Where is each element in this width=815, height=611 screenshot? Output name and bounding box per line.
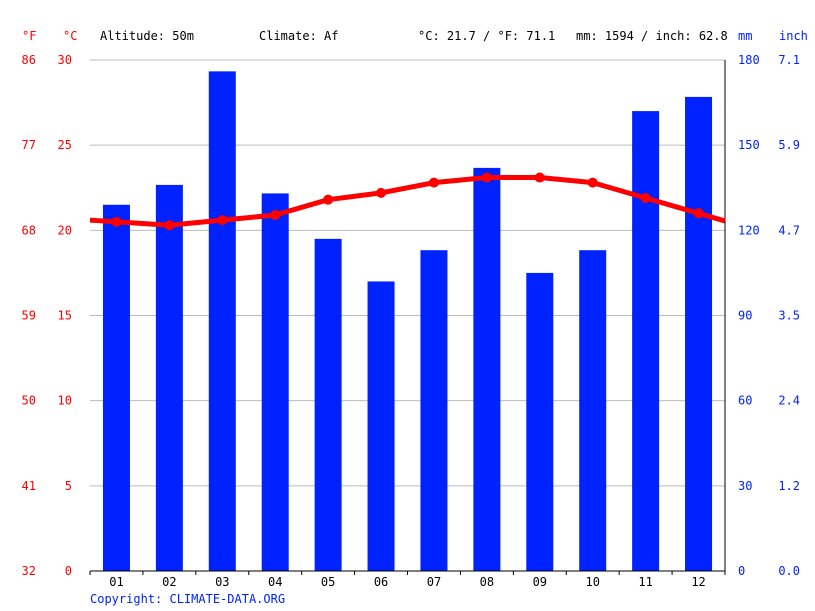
x-tick-label: 11 (638, 575, 652, 589)
y-tick-mm: 180 (738, 53, 760, 67)
temperature-point (693, 208, 704, 219)
celsius-unit-label: °C (63, 29, 77, 43)
x-tick-label: 02 (162, 575, 176, 589)
y-tick-celsius: 20 (58, 223, 72, 237)
precipitation-bar (579, 250, 607, 571)
climate-label: Climate: Af (259, 29, 338, 43)
x-tick-label: 08 (480, 575, 494, 589)
copyright-text: Copyright: CLIMATE-DATA.ORG (90, 592, 285, 606)
x-tick-label: 03 (215, 575, 229, 589)
y-tick-mm: 60 (738, 394, 752, 408)
precipitation-bar (526, 272, 554, 571)
precipitation-bar (261, 193, 289, 571)
y-tick-fahrenheit: 50 (22, 394, 36, 408)
y-tick-inch: 4.7 (778, 223, 800, 237)
precipitation-bar (208, 71, 236, 571)
y-tick-inch: 1.2 (778, 479, 800, 493)
precipitation-bar (685, 96, 713, 572)
y-tick-fahrenheit: 59 (22, 309, 36, 323)
precipitation-summary: mm: 1594 / inch: 62.8 (576, 29, 728, 43)
inch-unit-label: inch (779, 29, 808, 43)
precipitation-bar (367, 281, 395, 571)
x-tick-label: 04 (268, 575, 282, 589)
temperature-point (164, 220, 175, 231)
y-tick-mm: 120 (738, 223, 760, 237)
y-tick-inch: 3.5 (778, 309, 800, 323)
y-tick-fahrenheit: 68 (22, 223, 36, 237)
temperature-point (534, 172, 545, 183)
mm-unit-label: mm (738, 29, 752, 43)
x-tick-label: 06 (374, 575, 388, 589)
temperature-point (376, 187, 387, 198)
temperature-point (428, 177, 439, 188)
y-tick-celsius: 30 (58, 53, 72, 67)
x-tick-label: 12 (691, 575, 705, 589)
temperature-point (587, 177, 598, 188)
y-tick-inch: 5.9 (778, 138, 800, 152)
precipitation-bar (420, 250, 448, 571)
temperature-line (89, 172, 726, 231)
temperature-summary: °C: 21.7 / °F: 71.1 (418, 29, 555, 43)
x-tick-label: 07 (427, 575, 441, 589)
y-tick-celsius: 25 (58, 138, 72, 152)
x-tick-label: 05 (321, 575, 335, 589)
temperature-line-path (89, 175, 726, 228)
x-tick-label: 10 (585, 575, 599, 589)
x-tick-label: 09 (533, 575, 547, 589)
precipitation-bar (155, 184, 183, 571)
y-tick-mm: 0 (738, 564, 745, 578)
y-tick-inch: 7.1 (778, 53, 800, 67)
precipitation-bar (102, 204, 130, 572)
y-tick-inch: 2.4 (778, 394, 800, 408)
y-tick-mm: 30 (738, 479, 752, 493)
y-tick-fahrenheit: 77 (22, 138, 36, 152)
precipitation-bar (632, 111, 660, 571)
precipitation-bar (314, 238, 342, 571)
y-tick-mm: 150 (738, 138, 760, 152)
altitude-label: Altitude: 50m (100, 29, 194, 43)
x-tick-label: 01 (109, 575, 123, 589)
temperature-point (111, 216, 122, 227)
precipitation-bars (102, 71, 713, 572)
precipitation-bar (473, 167, 501, 571)
y-tick-inch: 0.0 (778, 564, 800, 578)
y-tick-celsius: 10 (58, 394, 72, 408)
y-tick-celsius: 0 (65, 564, 72, 578)
temperature-point (323, 194, 334, 205)
y-tick-celsius: 5 (65, 479, 72, 493)
y-tick-fahrenheit: 32 (22, 564, 36, 578)
axes (89, 60, 726, 575)
temperature-point (640, 192, 651, 203)
y-tick-fahrenheit: 41 (22, 479, 36, 493)
y-tick-celsius: 15 (58, 309, 72, 323)
temperature-point (217, 215, 228, 226)
y-tick-mm: 90 (738, 309, 752, 323)
fahrenheit-unit-label: °F (22, 29, 36, 43)
tick-labels: 32 0 0 0.041 5 30 1.250 10 60 2.459 15 90 3.568 20 120… (22, 53, 800, 589)
y-tick-fahrenheit: 86 (22, 53, 36, 67)
temperature-point (481, 172, 492, 183)
grid-lines (90, 59, 725, 487)
temperature-point (270, 210, 281, 221)
